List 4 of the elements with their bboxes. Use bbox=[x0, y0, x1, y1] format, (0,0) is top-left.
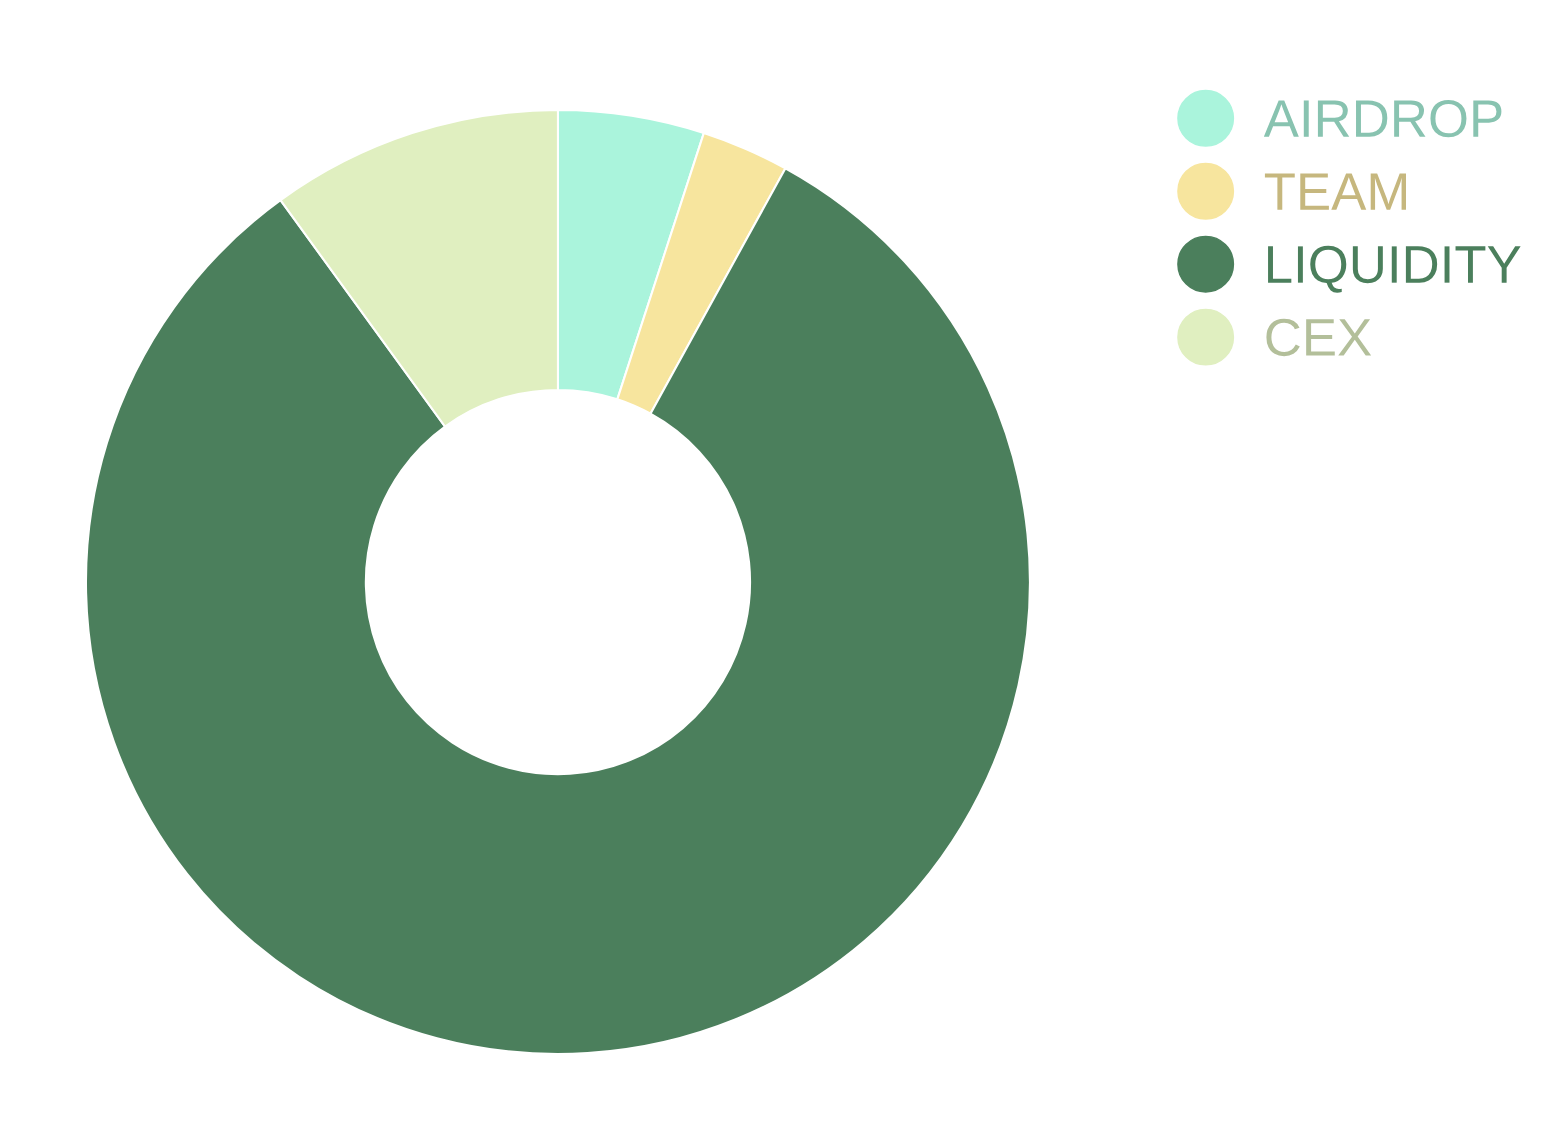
legend-label: LIQUIDITY bbox=[1268, 245, 1521, 293]
legend-label: AIRDROP bbox=[1263, 99, 1502, 138]
legend-label: CEX bbox=[1266, 318, 1372, 357]
legend-label: TEAM bbox=[1264, 173, 1406, 210]
